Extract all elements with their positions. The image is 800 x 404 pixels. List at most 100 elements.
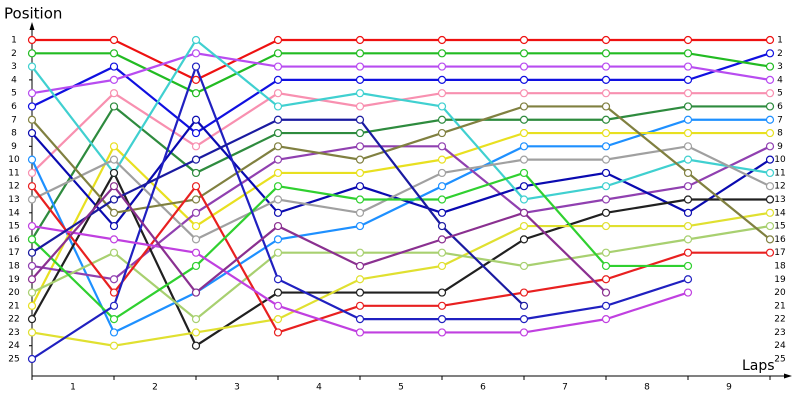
position-marker (109, 35, 119, 45)
position-marker (191, 248, 201, 257)
position-marker (273, 301, 283, 310)
y-tick-label: 21 (8, 301, 19, 311)
y-tick-label: 1 (11, 36, 17, 46)
position-marker (601, 288, 611, 297)
position-marker (765, 35, 775, 45)
position-marker (273, 275, 283, 284)
y-tick-label: 10 (8, 155, 20, 165)
series-line (31, 145, 771, 241)
position-marker (437, 102, 447, 111)
position-marker (273, 208, 283, 217)
position-marker (273, 315, 283, 324)
position-marker (683, 102, 693, 111)
position-marker (683, 142, 693, 151)
position-marker (191, 62, 201, 71)
position-marker (27, 288, 37, 297)
position-marker (519, 128, 529, 138)
position-marker (27, 354, 37, 364)
x-tick-label: 3 (234, 383, 240, 393)
position-marker (519, 221, 529, 231)
x-tick-label: 1 (70, 383, 76, 393)
position-marker (355, 261, 365, 271)
position-marker (27, 301, 37, 310)
position-marker (437, 142, 447, 151)
position-marker (27, 261, 37, 271)
position-marker (355, 155, 365, 164)
position-marker (191, 75, 201, 84)
position-marker (273, 35, 283, 45)
position-marker (191, 341, 201, 350)
position-marker (355, 62, 365, 71)
position-marker (273, 75, 283, 84)
y-tick-label: 19 (8, 275, 20, 285)
position-marker (437, 115, 447, 124)
position-marker (355, 208, 365, 217)
x-axis-arrow (784, 373, 792, 379)
position-marker (765, 102, 775, 111)
position-marker (683, 35, 693, 45)
position-marker (519, 235, 529, 244)
position-marker (355, 248, 365, 257)
y-tick-label: 9 (11, 142, 17, 152)
position-marker (437, 195, 447, 204)
position-marker (437, 168, 447, 178)
position-marker (191, 288, 201, 297)
position-marker (519, 75, 529, 84)
position-marker (27, 35, 37, 45)
position-marker (109, 288, 119, 297)
x-tick-label: 2 (152, 383, 158, 393)
position-marker (109, 49, 119, 58)
position-marker (437, 235, 447, 244)
x-axis-title: Laps (742, 358, 775, 374)
position-marker (437, 221, 447, 231)
y-tick-label: 23 (8, 328, 19, 338)
position-marker (355, 75, 365, 84)
position-marker (109, 275, 119, 284)
position-marker (109, 341, 119, 350)
y-tick-label-right: 7 (777, 115, 783, 125)
y-tick-label: 22 (8, 315, 19, 325)
position-marker (519, 49, 529, 58)
series-line (31, 170, 770, 348)
position-marker (437, 155, 447, 164)
position-marker (273, 49, 283, 58)
series-line (31, 52, 771, 135)
position-marker (765, 128, 775, 138)
position-marker (765, 142, 775, 151)
position-marker (109, 235, 119, 244)
position-marker (437, 128, 447, 138)
position-marker (355, 182, 365, 191)
x-tick-label: 9 (726, 383, 732, 393)
position-marker (683, 261, 693, 271)
position-marker (601, 168, 611, 178)
position-marker (765, 208, 775, 217)
position-marker (683, 221, 693, 231)
position-marker (355, 301, 365, 310)
y-tick-label: 17 (8, 248, 19, 258)
position-marker (519, 142, 529, 151)
y-tick-label: 4 (11, 75, 17, 85)
y-tick-label-right: 23 (774, 328, 785, 338)
position-marker (683, 155, 693, 164)
series-line (32, 38, 770, 82)
y-tick-label: 13 (8, 195, 19, 205)
position-marker (519, 288, 529, 297)
position-marker (109, 168, 119, 178)
position-marker (765, 235, 775, 244)
position-marker (273, 288, 283, 297)
position-marker (683, 128, 693, 138)
position-marker (27, 168, 37, 178)
position-marker (437, 328, 447, 337)
position-marker (601, 221, 611, 231)
position-marker (109, 221, 119, 231)
position-marker (191, 155, 201, 164)
position-marker (519, 208, 529, 217)
position-marker (191, 315, 201, 324)
position-marker (765, 49, 775, 58)
position-marker (519, 195, 529, 204)
position-marker (683, 235, 693, 244)
position-marker (765, 168, 775, 178)
y-tick-label-right: 2 (777, 49, 783, 59)
position-marker (519, 182, 529, 191)
